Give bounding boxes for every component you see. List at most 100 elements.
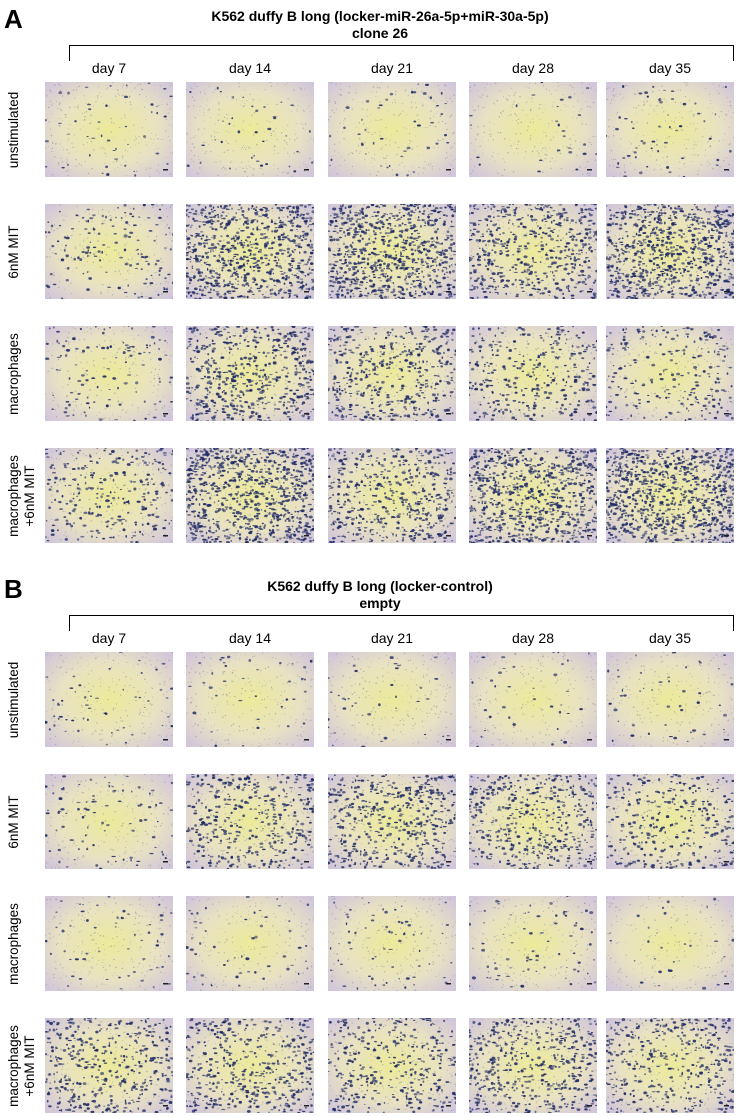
scale-bar bbox=[446, 739, 451, 741]
scale-bar bbox=[724, 861, 729, 863]
micrograph-tile bbox=[469, 774, 597, 869]
scale-bar bbox=[587, 535, 592, 537]
micrograph-tile bbox=[328, 896, 456, 991]
scale-bar bbox=[724, 413, 729, 415]
scale-bar bbox=[163, 535, 168, 537]
micrograph-image bbox=[186, 652, 314, 747]
micrograph-tile bbox=[45, 204, 173, 299]
micrograph-image bbox=[469, 1018, 597, 1113]
micrograph-image bbox=[186, 82, 314, 177]
micrograph-tile bbox=[469, 326, 597, 421]
micrograph-background bbox=[186, 82, 314, 177]
micrograph-background bbox=[45, 82, 173, 177]
scale-bar bbox=[587, 1105, 592, 1107]
panel-title: K562 duffy B long (locker-miR-26a-5p+miR… bbox=[160, 8, 600, 25]
time-bracket bbox=[69, 45, 734, 61]
micrograph-image bbox=[328, 326, 456, 421]
micrograph-tile bbox=[469, 896, 597, 991]
scale-bar bbox=[163, 169, 168, 171]
micrograph-tile bbox=[186, 326, 314, 421]
scale-bar bbox=[724, 169, 729, 171]
micrograph-tile bbox=[606, 326, 734, 421]
micrograph-tile bbox=[328, 1018, 456, 1113]
micrograph-image bbox=[328, 204, 456, 299]
scale-bar bbox=[163, 983, 168, 985]
scale-bar bbox=[587, 861, 592, 863]
day-label: day 7 bbox=[45, 630, 173, 646]
day-label: day 35 bbox=[606, 60, 734, 76]
micrograph-background bbox=[469, 896, 597, 991]
micrograph-tile bbox=[606, 204, 734, 299]
panel-letter: A bbox=[4, 4, 23, 35]
micrograph-background bbox=[328, 82, 456, 177]
scale-bar bbox=[587, 739, 592, 741]
micrograph-image bbox=[606, 774, 734, 869]
micrograph-tile bbox=[45, 774, 173, 869]
time-bracket bbox=[69, 615, 734, 631]
day-label: day 14 bbox=[186, 630, 314, 646]
micrograph-tile bbox=[328, 82, 456, 177]
micrograph-image bbox=[469, 774, 597, 869]
scale-bar bbox=[724, 739, 729, 741]
micrograph-image bbox=[45, 896, 173, 991]
micrograph-image bbox=[328, 82, 456, 177]
scale-bar bbox=[587, 169, 592, 171]
condition-label: unstimulated bbox=[6, 650, 38, 750]
micrograph-image bbox=[606, 204, 734, 299]
micrograph-image bbox=[45, 82, 173, 177]
micrograph-background bbox=[45, 326, 173, 421]
micrograph-background bbox=[606, 652, 734, 747]
scale-bar bbox=[587, 983, 592, 985]
scale-bar bbox=[446, 535, 451, 537]
scale-bar bbox=[724, 291, 729, 293]
scale-bar bbox=[724, 1105, 729, 1107]
micrograph-image bbox=[328, 896, 456, 991]
day-label: day 35 bbox=[606, 630, 734, 646]
micrograph-image bbox=[469, 652, 597, 747]
micrograph-tile bbox=[606, 896, 734, 991]
micrograph-image bbox=[45, 448, 173, 543]
scale-bar bbox=[304, 291, 309, 293]
condition-label: macrophages +6nM MIT bbox=[6, 1016, 38, 1116]
day-label: day 7 bbox=[45, 60, 173, 76]
micrograph-image bbox=[186, 326, 314, 421]
micrograph-tile bbox=[469, 448, 597, 543]
panel-letter: B bbox=[4, 574, 23, 605]
micrograph-background bbox=[469, 82, 597, 177]
scale-bar bbox=[304, 983, 309, 985]
micrograph-image bbox=[186, 448, 314, 543]
micrograph-image bbox=[469, 82, 597, 177]
micrograph-image bbox=[45, 774, 173, 869]
micrograph-background bbox=[606, 82, 734, 177]
micrograph-image bbox=[606, 652, 734, 747]
micrograph-tile bbox=[186, 82, 314, 177]
condition-label: macrophages +6nM MIT bbox=[6, 446, 38, 546]
day-label: day 21 bbox=[328, 60, 456, 76]
micrograph-image bbox=[328, 652, 456, 747]
micrograph-background bbox=[45, 774, 173, 869]
micrograph-image bbox=[469, 326, 597, 421]
micrograph-tile bbox=[45, 1018, 173, 1113]
micrograph-image bbox=[45, 204, 173, 299]
micrograph-image bbox=[45, 652, 173, 747]
day-label: day 21 bbox=[328, 630, 456, 646]
micrograph-image bbox=[606, 1018, 734, 1113]
micrograph-background bbox=[45, 652, 173, 747]
condition-label: macrophages bbox=[6, 894, 38, 994]
panel-a: A K562 duffy B long (locker-miR-26a-5p+mi… bbox=[0, 0, 745, 530]
micrograph-tile bbox=[186, 652, 314, 747]
micrograph-tile bbox=[606, 652, 734, 747]
micrograph-image bbox=[45, 1018, 173, 1113]
micrograph-image bbox=[186, 896, 314, 991]
micrograph-tile bbox=[469, 1018, 597, 1113]
micrograph-tile bbox=[469, 204, 597, 299]
scale-bar bbox=[446, 169, 451, 171]
micrograph-tile bbox=[606, 448, 734, 543]
panel-subtitle: empty bbox=[160, 595, 600, 612]
day-label: day 28 bbox=[469, 60, 597, 76]
micrograph-image bbox=[186, 774, 314, 869]
micrograph-background bbox=[186, 1018, 314, 1113]
scale-bar bbox=[587, 291, 592, 293]
scale-bar bbox=[163, 291, 168, 293]
micrograph-background bbox=[606, 896, 734, 991]
